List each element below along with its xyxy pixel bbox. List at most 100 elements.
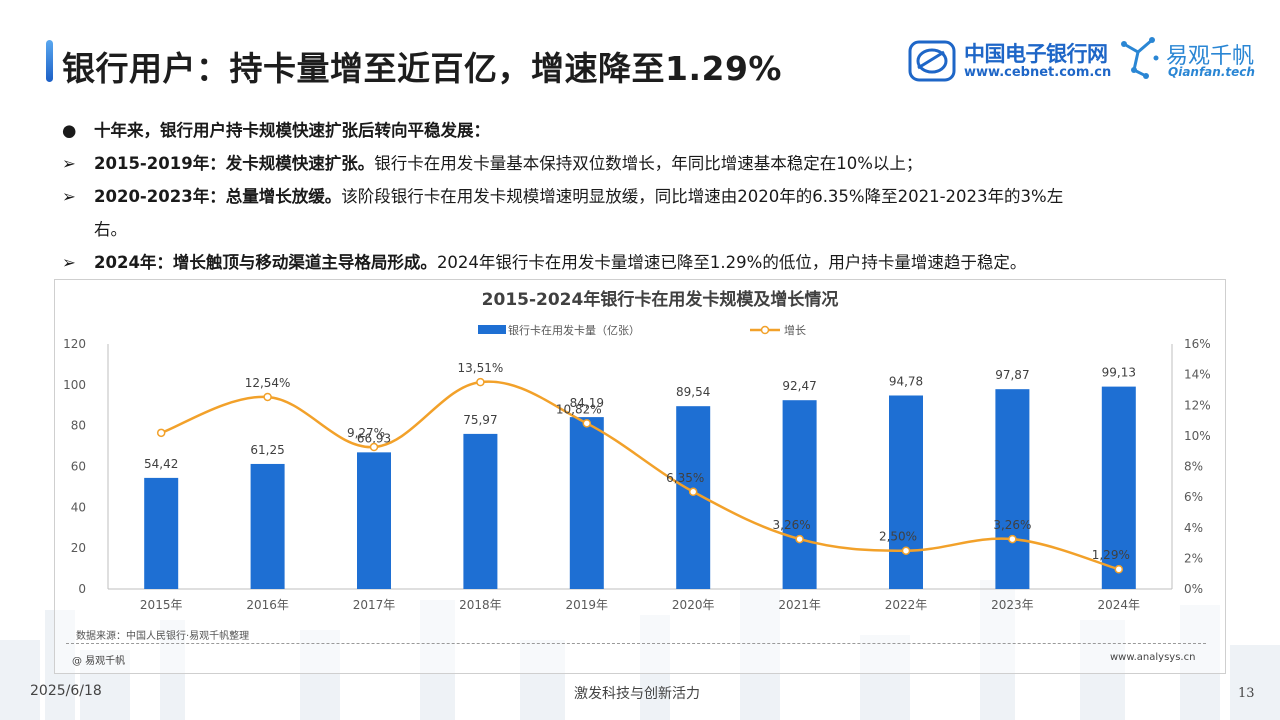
- title-accent-bar: [46, 40, 53, 82]
- page-number: 13: [1238, 686, 1255, 701]
- line-value-label: 9,27%: [347, 426, 385, 440]
- chart-frame: [54, 279, 1226, 674]
- bullet-text: 该阶段银行卡在用发卡规模增速明显放缓，同比增速由2020年的6.35%降至202…: [341, 187, 1064, 206]
- y-right-tick-label: 16%: [1184, 337, 1211, 351]
- bullet-heading: 2020-2023年：总量增长放缓。: [94, 187, 342, 206]
- y-right-tick-label: 2%: [1184, 551, 1203, 565]
- y-left-tick-label: 40: [71, 500, 86, 514]
- legend-bar-label: 银行卡在用发卡量（亿张）: [508, 323, 640, 337]
- y-right-tick-label: 4%: [1184, 521, 1203, 535]
- qianfan-logo-name: 易观千帆: [1166, 44, 1255, 69]
- line-point: [901, 546, 911, 555]
- y-left-tick-label: 80: [71, 419, 86, 433]
- line-point: [369, 442, 379, 452]
- bullet-item: ● 十年来，银行用户持卡规模快速扩张后转向平稳发展：: [62, 114, 1232, 147]
- cebnet-logo-url: www.cebnet.com.cn: [964, 65, 1112, 80]
- bullet-marker: ➢: [62, 187, 76, 206]
- x-tick-label: 2016年: [246, 598, 289, 612]
- footer-date: 2025/6/18: [30, 683, 102, 699]
- y-left-tick-label: 100: [63, 378, 86, 392]
- bar-value-label: 54,42: [144, 457, 178, 471]
- y-right-tick-label: 14%: [1184, 368, 1211, 382]
- x-tick-label: 2018年: [459, 598, 502, 612]
- bullet-heading: 2015-2019年：发卡规模快速扩张。: [94, 154, 375, 173]
- bar-value-label: 92,47: [782, 379, 816, 393]
- line-point: [1008, 534, 1017, 544]
- line-point: [156, 428, 166, 438]
- line-point: [1114, 564, 1124, 574]
- page-title: 银行用户：持卡量增至近百亿，增速降至1.29%: [62, 49, 782, 88]
- data-source-note: 数据来源：中国人民银行·易观千帆整理: [76, 631, 250, 642]
- growth-line: [160, 380, 1120, 571]
- combo-chart: 2015-2024年银行卡在用发卡规模及增长情况 银行卡在用发卡量（亿张） 增长…: [63, 289, 1211, 612]
- line-point: [582, 419, 592, 428]
- y-left-tick-label: 0: [78, 582, 86, 596]
- y-right-tick-label: 10%: [1184, 429, 1211, 443]
- line-value-label: 6,35%: [666, 471, 704, 485]
- y-right-tick-label: 0%: [1184, 582, 1203, 596]
- bar: [569, 417, 604, 589]
- line-value-label: 1,29%: [1092, 548, 1130, 562]
- plot-area: 0 20 40 60 80 100 120 0% 2% 4% 6% 8% 10% 12% 14% 16% 54,…: [63, 337, 1211, 612]
- bullet-marker: ●: [62, 121, 77, 140]
- line-point: [688, 487, 698, 497]
- bar-value-label: 75,97: [463, 413, 497, 427]
- y-right-tick-label: 12%: [1184, 398, 1211, 412]
- line-point: [795, 534, 804, 544]
- bar: [250, 463, 285, 589]
- website-label: www.analysys.cn: [1110, 652, 1196, 663]
- legend-bar-swatch: [478, 325, 506, 334]
- footer-slogan: 激发科技与创新活力: [574, 686, 700, 702]
- y-right-tick-label: 8%: [1184, 460, 1203, 474]
- bullet-marker: ➢: [62, 154, 76, 173]
- x-tick-label: 2020年: [672, 598, 715, 612]
- x-tick-label: 2015年: [140, 598, 183, 612]
- y-right-tick-label: 6%: [1184, 490, 1203, 504]
- line-value-label: 13,51%: [458, 361, 504, 375]
- qianfan-logo-url: Qianfan.tech: [1168, 65, 1255, 79]
- bar: [463, 433, 498, 589]
- line-value-label: 12,54%: [245, 376, 291, 390]
- legend-line-label: 增长: [784, 323, 806, 337]
- bullet-text: 2024年银行卡在用发卡量增速已降至1.29%的低位，用户持卡量增速趋于稳定。: [436, 253, 1027, 272]
- bullet-text: 右。: [94, 220, 127, 239]
- qianfan-logo-icon: [1121, 37, 1159, 79]
- x-tick-label: 2024年: [1098, 598, 1141, 612]
- bullet-text: 银行卡在用发卡量基本保持双位数增长，年同比增速基本稳定在10%以上；: [374, 154, 923, 173]
- y-left-tick-label: 60: [71, 460, 86, 474]
- bar: [995, 389, 1030, 589]
- bar-value-label: 89,54: [676, 385, 710, 399]
- x-tick-label: 2023年: [991, 598, 1034, 612]
- cebnet-logo: 中国电子银行网 www.cebnet.com.cn: [908, 38, 1118, 84]
- line-point: [263, 392, 272, 402]
- line-value-label: 3,26%: [773, 518, 811, 532]
- bar: [1101, 386, 1136, 589]
- chart-title: 2015-2024年银行卡在用发卡规模及增长情况: [482, 289, 839, 310]
- line-point: [476, 377, 485, 387]
- bar: [782, 400, 817, 589]
- x-tick-label: 2019年: [566, 598, 609, 612]
- bullet-item: ➢ 2020-2023年：总量增长放缓。该阶段银行卡在用发卡规模增速明显放缓，同…: [62, 180, 1232, 213]
- bullet-heading: 2024年：增长触顶与移动渠道主导格局形成。: [94, 253, 437, 272]
- legend-line-marker: [760, 325, 770, 335]
- bar-value-label: 84,19: [570, 396, 604, 410]
- bullet-list: ● 十年来，银行用户持卡规模快速扩张后转向平稳发展： ➢ 2015-2019年：…: [62, 114, 1232, 279]
- bar-value-label: 94,78: [889, 374, 923, 388]
- bullet-item-continuation: 右。: [62, 213, 1232, 246]
- line-value-label: 2,50%: [879, 530, 917, 544]
- copyright-label: @ 易观千帆: [72, 656, 126, 667]
- bar-value-label: 99,13: [1102, 366, 1136, 380]
- line-value-label: 10,82%: [556, 402, 602, 416]
- bar: [889, 395, 923, 589]
- bullet-item: ➢ 2024年：增长触顶与移动渠道主导格局形成。2024年银行卡在用发卡量增速已…: [62, 246, 1232, 279]
- bar: [357, 452, 391, 589]
- bar: [144, 477, 179, 589]
- x-tick-label: 2022年: [885, 598, 928, 612]
- line-value-label: 3,26%: [993, 518, 1031, 532]
- bar-value-label: 66,93: [357, 431, 391, 445]
- y-left-tick-label: 20: [71, 541, 86, 555]
- bullet-heading: 十年来，银行用户持卡规模快速扩张后转向平稳发展：: [94, 121, 490, 140]
- bar-value-label: 61,25: [250, 443, 284, 457]
- x-tick-label: 2017年: [353, 598, 396, 612]
- cebnet-logo-icon: [908, 40, 956, 82]
